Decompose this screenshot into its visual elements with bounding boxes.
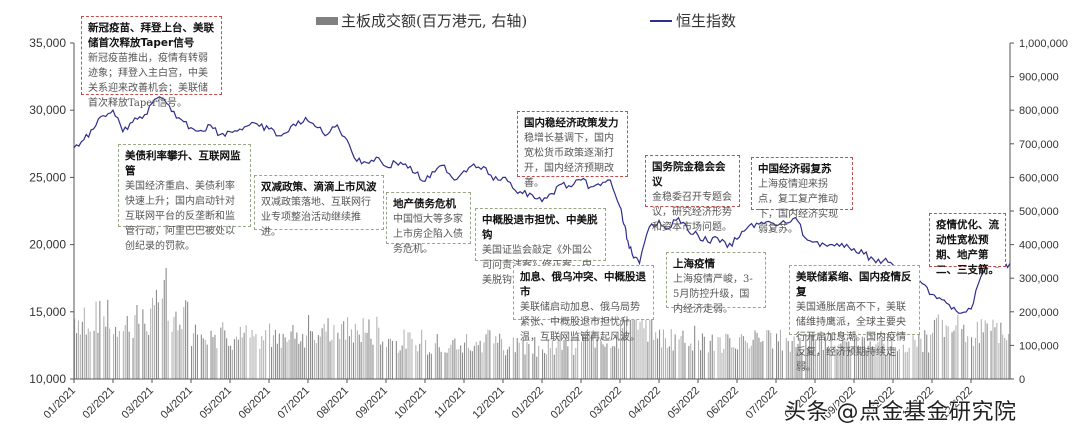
svg-text:05/2021: 05/2021	[198, 385, 235, 422]
annotation-double-reduction: 双减政策、滴滴上市风波 双减政策落地、互联网行业专项整治活动继续推进。	[254, 175, 384, 238]
axes	[70, 42, 1014, 383]
legend-bar-label: 主板成交额(百万港元, 右轴)	[341, 12, 528, 30]
svg-text:100,000: 100,000	[1019, 340, 1059, 352]
legend-line-label: 恒生指数	[676, 12, 737, 30]
annotation-policy-easing: 疫情优化、流动性宽松预期、地产第二、三支箭。	[929, 213, 1006, 276]
svg-text:07/2021: 07/2021	[276, 385, 313, 422]
svg-text:500,000: 500,000	[1019, 206, 1059, 218]
svg-text:15,000: 15,000	[29, 305, 66, 319]
legend-line: 恒生指数	[650, 10, 736, 31]
svg-text:04/2022: 04/2022	[627, 385, 664, 422]
svg-text:01/2021: 01/2021	[42, 385, 79, 422]
svg-text:09/2021: 09/2021	[354, 385, 391, 422]
annotation-stabilize-economy: 国内稳经济政策发力 稳增长基调下，国内宽松货币政策逐渐打开，国内经济预期改善。	[517, 111, 628, 189]
svg-text:600,000: 600,000	[1019, 172, 1059, 184]
svg-text:900,000: 900,000	[1019, 72, 1059, 84]
svg-text:30,000: 30,000	[29, 103, 66, 117]
svg-text:800,000: 800,000	[1019, 105, 1059, 117]
annotation-rate-hike: 加息、俄乌冲突、中概股退市 美联储启动加息、俄乌局势紧张、中概股退市担忧升温，互…	[513, 265, 654, 343]
annotation-vaccine: 新冠疫苗、拜登上台、美联储首次释放Taper信号 新冠疫苗推出，疫情有转弱迹象；…	[81, 16, 222, 109]
hsi-line	[73, 96, 1011, 314]
svg-text:300,000: 300,000	[1019, 273, 1059, 285]
svg-text:35,000: 35,000	[29, 36, 66, 50]
svg-text:06/2022: 06/2022	[705, 385, 742, 422]
svg-text:0: 0	[1019, 374, 1025, 386]
legend-bar: 主板成交额(百万港元, 右轴)	[316, 10, 527, 31]
svg-text:200,000: 200,000	[1019, 307, 1059, 319]
svg-text:20,000: 20,000	[29, 238, 66, 252]
svg-text:10,000: 10,000	[29, 372, 66, 386]
watermark: 头条 @点金基金研究院	[784, 400, 1017, 425]
annotation-property-debt: 地产债务危机 中国恒大等多家上市房企陷入债务危机。	[386, 192, 471, 255]
annotation-fed-tightening: 美联储紧缩、国内疫情反复 美国通胀居高不下，美联储维持鹰派，全球主要央行开启加息…	[789, 265, 920, 373]
svg-text:05/2022: 05/2022	[666, 385, 703, 422]
bar-swatch-icon	[316, 16, 338, 25]
annotation-us-yields: 美债利率攀升、互联网监管 美国经济重启、美债利率快速上升；国内启动针对互联网平台…	[118, 144, 251, 252]
line-swatch-icon	[650, 19, 672, 22]
svg-text:03/2021: 03/2021	[120, 385, 157, 422]
svg-text:1,000,000: 1,000,000	[1019, 38, 1068, 50]
svg-text:04/2021: 04/2021	[159, 385, 196, 422]
svg-text:11/2021: 11/2021	[432, 385, 468, 421]
svg-text:700,000: 700,000	[1019, 139, 1059, 151]
svg-text:12/2021: 12/2021	[471, 385, 508, 422]
annotation-shanghai-covid: 上海疫情 上海疫情严峻，3-5月防控升级，国内经济走弱。	[666, 252, 766, 315]
svg-text:02/2021: 02/2021	[81, 385, 118, 422]
svg-text:08/2021: 08/2021	[315, 385, 352, 422]
svg-text:25,000: 25,000	[29, 170, 66, 184]
y-axis-labels: 35,000 30,000 25,000 20,000 15,000 10,000 1,00…	[29, 36, 1068, 386]
annotation-delisting: 中概股退市担忧、中美脱钩 美国证监会敲定《外国公司问责法案》修正案，中美脱钩愈演…	[475, 208, 606, 286]
svg-text:03/2022: 03/2022	[588, 385, 625, 422]
annotation-fsdc-meeting: 国务院金稳会会议 金稳委召开专题会议，研究经济形势和资本市场问题。	[645, 155, 740, 233]
svg-text:02/2022: 02/2022	[549, 385, 586, 422]
annotation-weak-recovery: 中国经济弱复苏 上海疫情迎来拐点，复工复产推动下，国内经济实现弱复苏。	[751, 157, 853, 235]
svg-text:06/2021: 06/2021	[237, 385, 274, 422]
svg-text:400,000: 400,000	[1019, 240, 1059, 252]
svg-text:10/2021: 10/2021	[393, 385, 430, 422]
turnover-bars	[74, 268, 1010, 379]
svg-text:01/2022: 01/2022	[510, 385, 547, 422]
svg-text:07/2022: 07/2022	[744, 385, 781, 422]
